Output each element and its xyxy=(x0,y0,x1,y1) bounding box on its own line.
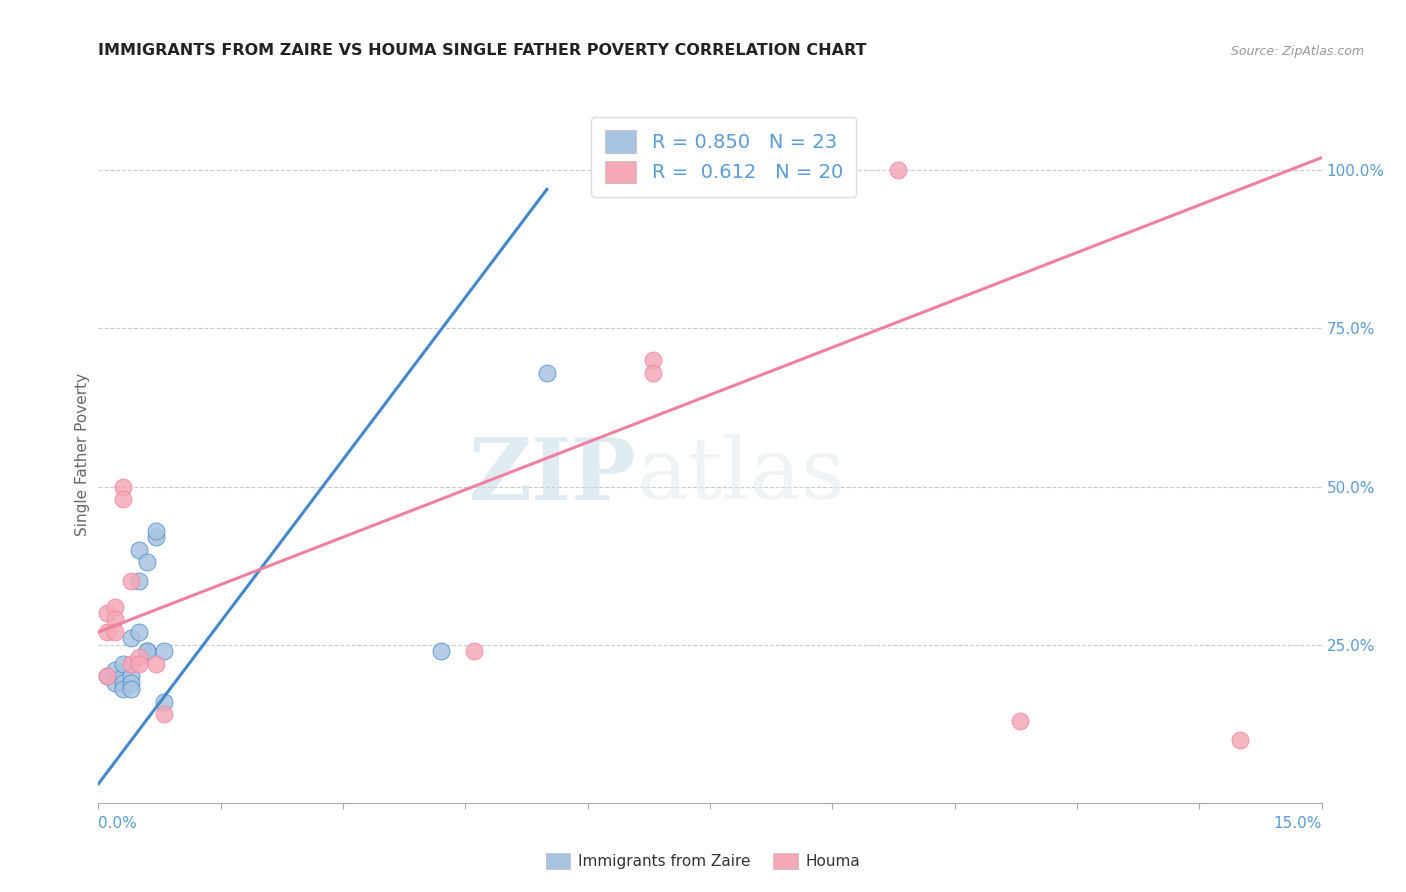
Point xyxy=(136,644,159,658)
Point xyxy=(104,625,127,640)
Text: atlas: atlas xyxy=(637,434,846,517)
Point xyxy=(96,625,118,640)
Point xyxy=(145,657,167,671)
Point xyxy=(1229,732,1251,747)
Text: ZIP: ZIP xyxy=(468,434,637,517)
Point xyxy=(104,675,127,690)
Point xyxy=(96,669,118,683)
Point xyxy=(145,530,167,544)
Point xyxy=(111,657,134,671)
Legend: R = 0.850   N = 23, R =  0.612   N = 20: R = 0.850 N = 23, R = 0.612 N = 20 xyxy=(592,117,856,196)
Legend: Immigrants from Zaire, Houma: Immigrants from Zaire, Houma xyxy=(540,847,866,875)
Point xyxy=(120,574,142,589)
Point xyxy=(128,542,150,557)
Point xyxy=(145,524,167,538)
Point xyxy=(430,644,453,658)
Point xyxy=(111,479,134,493)
Point xyxy=(120,632,142,646)
Point xyxy=(536,366,558,380)
Point xyxy=(104,599,127,614)
Point xyxy=(96,606,118,620)
Point xyxy=(641,353,664,368)
Point xyxy=(120,681,142,696)
Point xyxy=(886,163,908,178)
Point xyxy=(152,707,174,722)
Point xyxy=(128,657,150,671)
Y-axis label: Single Father Poverty: Single Father Poverty xyxy=(75,374,90,536)
Point xyxy=(1008,714,1031,728)
Point xyxy=(111,675,134,690)
Point xyxy=(128,650,150,665)
Text: 0.0%: 0.0% xyxy=(98,816,138,831)
Point xyxy=(128,625,150,640)
Point xyxy=(120,675,142,690)
Point xyxy=(152,644,174,658)
Point xyxy=(641,366,664,380)
Text: 15.0%: 15.0% xyxy=(1274,816,1322,831)
Point xyxy=(104,612,127,626)
Point xyxy=(136,556,159,570)
Text: IMMIGRANTS FROM ZAIRE VS HOUMA SINGLE FATHER POVERTY CORRELATION CHART: IMMIGRANTS FROM ZAIRE VS HOUMA SINGLE FA… xyxy=(98,43,868,58)
Point xyxy=(136,644,159,658)
Point xyxy=(111,669,134,683)
Point xyxy=(463,644,485,658)
Point xyxy=(104,663,127,677)
Point xyxy=(152,695,174,709)
Point xyxy=(120,669,142,683)
Point xyxy=(96,669,118,683)
Point xyxy=(128,574,150,589)
Point xyxy=(111,681,134,696)
Text: Source: ZipAtlas.com: Source: ZipAtlas.com xyxy=(1230,45,1364,58)
Point xyxy=(120,657,142,671)
Point xyxy=(111,492,134,507)
